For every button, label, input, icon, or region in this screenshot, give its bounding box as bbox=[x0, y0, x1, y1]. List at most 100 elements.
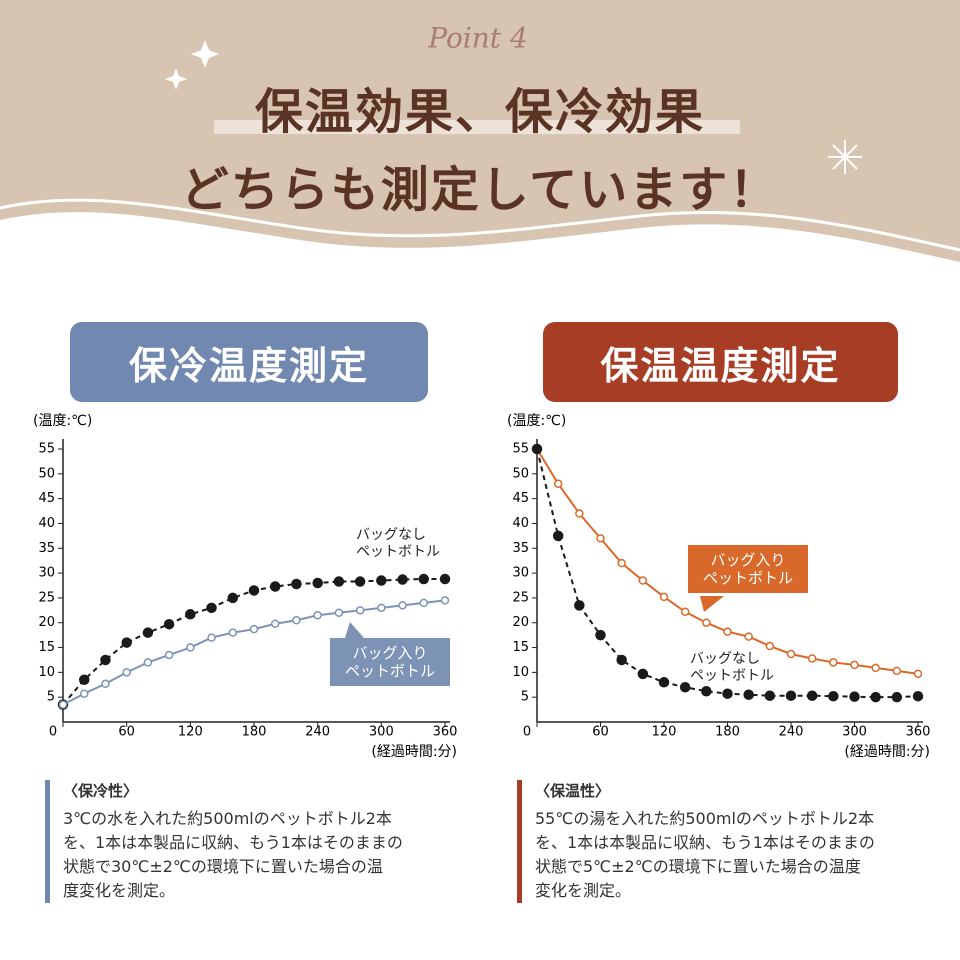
data-point bbox=[418, 573, 430, 585]
data-point bbox=[376, 575, 387, 586]
x-tick-label: 300 bbox=[842, 725, 867, 740]
y-tick-label: 10 bbox=[512, 665, 529, 680]
data-point bbox=[892, 666, 902, 676]
data-point bbox=[850, 660, 859, 670]
y-tick-label: 10 bbox=[38, 665, 55, 680]
data-point bbox=[228, 628, 238, 637]
data-point bbox=[269, 581, 281, 592]
y-tick-label: 45 bbox=[38, 491, 55, 506]
series-label: バッグなし ペットボトル bbox=[356, 527, 440, 560]
sparkle bbox=[828, 140, 862, 174]
data-point bbox=[101, 679, 110, 689]
data-point bbox=[419, 598, 429, 608]
y-tick-label: 55 bbox=[512, 442, 529, 457]
data-point bbox=[186, 643, 195, 652]
y-tick-label: 5 bbox=[47, 690, 55, 705]
note: 〈保冷性〉 3℃の水を入れた約500mlのペットボトル2本 を、1本は本製品に収納… bbox=[45, 780, 483, 903]
data-point bbox=[806, 690, 818, 701]
x-tick-label: 240 bbox=[779, 725, 804, 740]
y-tick-label: 40 bbox=[512, 516, 529, 531]
data-point bbox=[743, 689, 754, 700]
sparkle bbox=[191, 40, 219, 68]
data-point bbox=[616, 654, 627, 666]
data-point bbox=[291, 578, 302, 590]
data-point bbox=[163, 618, 175, 630]
data-point bbox=[891, 691, 903, 703]
data-point bbox=[744, 632, 753, 641]
point-badge: Point 4 bbox=[427, 22, 528, 55]
y-tick-label: 15 bbox=[512, 640, 529, 655]
data-point bbox=[637, 668, 649, 680]
data-point bbox=[722, 688, 733, 699]
data-point bbox=[574, 600, 585, 611]
y-tick-label: 50 bbox=[512, 466, 529, 481]
y-tick-label: 20 bbox=[38, 615, 55, 630]
y-tick-label: 35 bbox=[38, 541, 55, 556]
x-tick-label: 180 bbox=[242, 725, 267, 740]
y-tick-label: 55 bbox=[38, 442, 55, 457]
x-tick-label: 60 bbox=[118, 725, 135, 740]
y-tick-label: 30 bbox=[38, 566, 55, 581]
note-heading: 〈保温性〉 bbox=[535, 782, 611, 800]
title: どちらも測定しています！ bbox=[180, 162, 780, 218]
data-point bbox=[121, 637, 132, 648]
data-point bbox=[912, 690, 924, 702]
y-tick-label: 45 bbox=[512, 491, 529, 506]
y-tick-label: 50 bbox=[38, 466, 55, 481]
data-point bbox=[828, 690, 839, 702]
data-point bbox=[143, 658, 153, 667]
data-point bbox=[659, 592, 669, 602]
data-point bbox=[440, 596, 450, 605]
x-tick-label: 360 bbox=[433, 725, 458, 740]
title: 保温効果、保冷効果 bbox=[254, 84, 705, 140]
data-point bbox=[249, 624, 259, 634]
data-point bbox=[185, 609, 196, 620]
data-point bbox=[723, 627, 732, 636]
data-point bbox=[354, 576, 366, 587]
y-tick-label: 15 bbox=[38, 640, 55, 655]
data-point bbox=[206, 602, 217, 614]
data-point bbox=[596, 534, 605, 543]
y-tick-label: 25 bbox=[38, 590, 55, 605]
x-tick-label: 120 bbox=[178, 725, 203, 740]
x-tick-label: 60 bbox=[592, 725, 609, 740]
note-body: 3℃の水を入れた約500mlのペットボトル2本 を、1本は本製品に収納、もう1本… bbox=[63, 809, 403, 900]
x-axis-label: (経過時間:分) bbox=[844, 744, 930, 760]
y-tick-label: 25 bbox=[512, 590, 529, 605]
y-tick-label: 40 bbox=[38, 516, 55, 531]
data-point bbox=[58, 700, 68, 709]
y-tick-label: 5 bbox=[521, 690, 529, 705]
highlight bbox=[214, 120, 740, 134]
data-point bbox=[680, 607, 690, 617]
data-point bbox=[785, 690, 797, 701]
y-axis-label: (温度:℃) bbox=[507, 413, 566, 429]
x-tick-label: 120 bbox=[652, 725, 677, 740]
data-point bbox=[439, 573, 451, 585]
callout-tip bbox=[345, 622, 364, 638]
callout-tip bbox=[700, 596, 724, 612]
section-title: 保冷温度測定 bbox=[70, 322, 428, 402]
series-label: バッグ入り ペットボトル bbox=[330, 638, 450, 686]
data-point bbox=[552, 530, 564, 542]
data-point bbox=[913, 669, 923, 679]
section-title: 保温温度測定 bbox=[543, 322, 898, 402]
data-point bbox=[575, 509, 584, 518]
data-point bbox=[333, 576, 345, 587]
x-tick-label: 0 bbox=[523, 725, 531, 740]
data-point bbox=[595, 629, 606, 641]
data-point bbox=[553, 479, 563, 488]
y-tick-label: 35 bbox=[512, 541, 529, 556]
data-point bbox=[658, 677, 670, 688]
x-tick-label: 300 bbox=[369, 725, 394, 740]
series-label: バッグなし ペットボトル bbox=[690, 651, 774, 684]
data-point bbox=[78, 674, 90, 686]
data-point bbox=[807, 654, 817, 663]
data-point bbox=[227, 592, 239, 604]
y-tick-label: 20 bbox=[512, 615, 529, 630]
x-tick-label: 180 bbox=[715, 725, 740, 740]
data-point bbox=[397, 574, 408, 585]
x-axis-label: (経過時間:分) bbox=[371, 744, 457, 760]
data-point bbox=[701, 685, 712, 697]
data-point bbox=[870, 691, 881, 703]
